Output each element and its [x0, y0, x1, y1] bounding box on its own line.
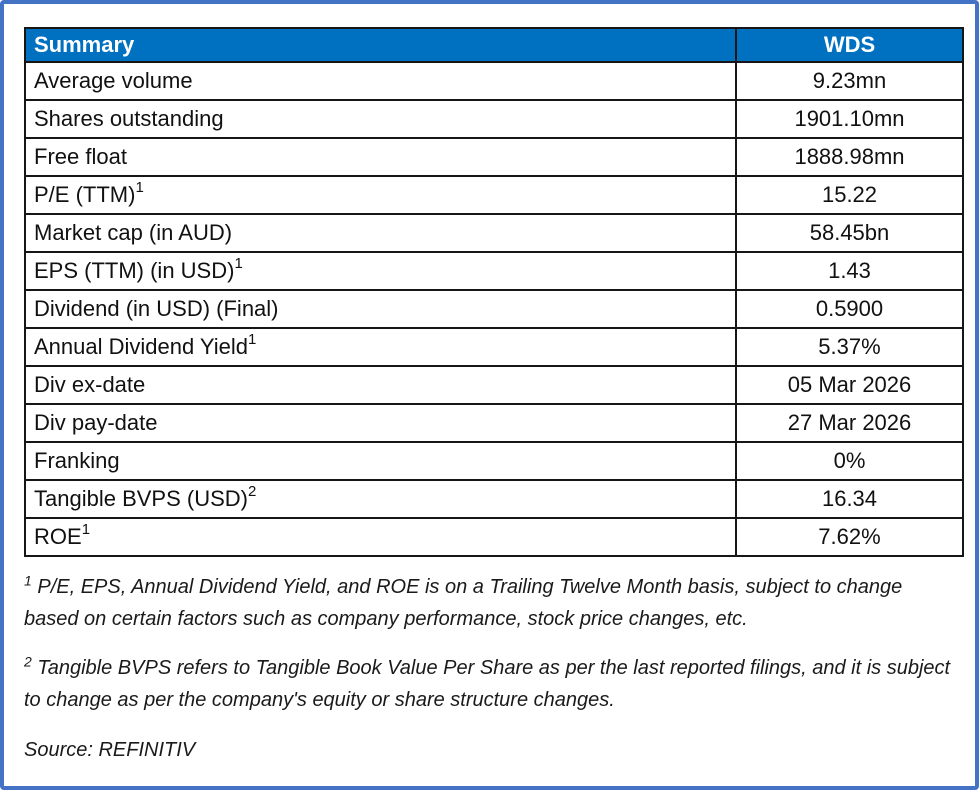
row-value: 58.45bn: [735, 213, 964, 253]
row-label: ROE: [34, 523, 82, 549]
row-label: Free float: [34, 143, 127, 169]
footnote-1-marker: 1: [24, 572, 32, 589]
table-row: P/E (TTM)1 15.22: [24, 175, 964, 215]
table-row: Dividend (in USD) (Final) 0.5900: [24, 289, 964, 329]
row-value: 1.43: [735, 251, 964, 291]
table-header-row: Summary WDS: [24, 27, 964, 63]
table-row: Shares outstanding 1901.10mn: [24, 99, 964, 139]
table-row: ROE1 7.62%: [24, 517, 964, 557]
row-label: Annual Dividend Yield: [34, 333, 249, 359]
table-row: Franking 0%: [24, 441, 964, 481]
row-footnote-marker: 1: [135, 178, 144, 196]
footnote-1: 1 P/E, EPS, Annual Dividend Yield, and R…: [24, 571, 954, 636]
source-line: Source: REFINITIV: [24, 738, 196, 761]
row-label: EPS (TTM) (in USD): [34, 257, 235, 283]
row-footnote-marker: 2: [247, 482, 257, 500]
footnote-2: 2 Tangible BVPS refers to Tangible Book …: [24, 652, 954, 717]
row-value: 1901.10mn: [735, 99, 964, 139]
table-row: Div pay-date 27 Mar 2026: [24, 403, 964, 443]
footnote-2-text: Tangible BVPS refers to Tangible Book Va…: [24, 656, 951, 712]
row-value: 0.5900: [735, 289, 964, 329]
row-value: 16.34: [735, 479, 964, 519]
row-label: Div pay-date: [34, 409, 158, 435]
row-value: 9.23mn: [735, 61, 964, 101]
row-label: P/E (TTM): [34, 181, 136, 207]
row-label: Franking: [34, 447, 120, 473]
footnote-2-marker: 2: [24, 653, 32, 670]
row-value: 27 Mar 2026: [735, 403, 964, 443]
row-footnote-marker: 1: [248, 330, 257, 348]
row-label: Div ex-date: [34, 371, 146, 397]
row-label: Shares outstanding: [34, 105, 224, 131]
row-label: Tangible BVPS (USD): [34, 485, 248, 511]
footnote-1-text: P/E, EPS, Annual Dividend Yield, and ROE…: [24, 576, 903, 631]
row-value: 1888.98mn: [735, 137, 964, 177]
table-row: Average volume 9.23mn: [24, 61, 964, 101]
row-value: 05 Mar 2026: [735, 365, 964, 405]
row-value: 0%: [735, 441, 964, 481]
table-row: Div ex-date 05 Mar 2026: [24, 365, 964, 405]
table-row: Annual Dividend Yield1 5.37%: [24, 327, 964, 367]
table-row: EPS (TTM) (in USD)1 1.43: [24, 251, 964, 291]
row-footnote-marker: 1: [81, 520, 91, 538]
footnotes: 1 P/E, EPS, Annual Dividend Yield, and R…: [24, 571, 954, 717]
row-label: Average volume: [34, 67, 193, 93]
row-label: Market cap (in AUD): [34, 219, 233, 245]
row-value: 7.62%: [735, 517, 964, 557]
row-label: Dividend (in USD) (Final): [34, 295, 279, 321]
summary-table: Summary WDS Average volume 9.23mn Shares…: [24, 27, 964, 557]
row-value: 5.37%: [735, 327, 964, 367]
table-row: Free float 1888.98mn: [24, 137, 964, 177]
header-ticker: WDS: [735, 27, 964, 63]
row-footnote-marker: 1: [234, 254, 243, 272]
row-value: 15.22: [735, 175, 964, 215]
header-summary: Summary: [24, 27, 737, 63]
table-row: Market cap (in AUD) 58.45bn: [24, 213, 964, 253]
table-row: Tangible BVPS (USD)2 16.34: [24, 479, 964, 519]
